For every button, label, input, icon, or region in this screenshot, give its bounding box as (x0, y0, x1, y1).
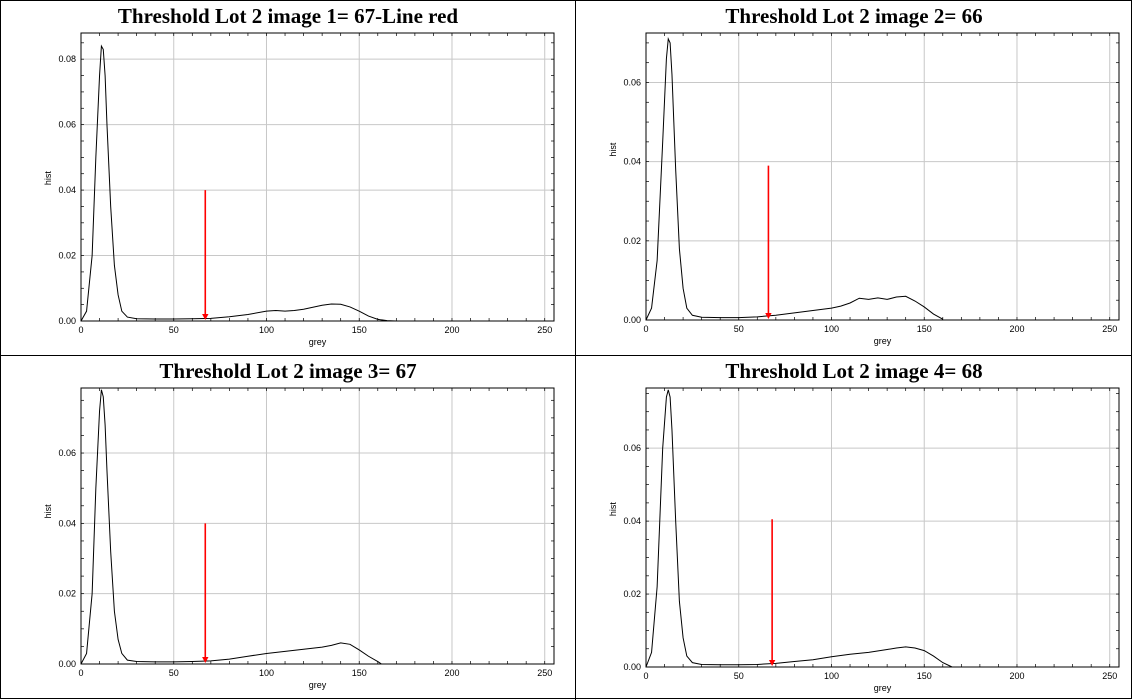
threshold-arrow-head (768, 660, 776, 666)
y-axis-label: hist (43, 504, 53, 519)
x-tick-label: 150 (352, 668, 367, 678)
threshold-arrow-head (765, 313, 772, 319)
y-axis-label: hist (608, 142, 618, 157)
x-axis-label: grey (309, 680, 327, 690)
x-tick-label: 150 (352, 325, 367, 335)
x-tick-label: 100 (824, 324, 839, 334)
panel-title: Threshold Lot 2 image 3= 67 (159, 359, 417, 383)
table-divider-vertical (575, 1, 576, 700)
y-tick-label: 0.04 (623, 516, 641, 526)
panel-1: Threshold Lot 2 image 1= 67-Line red 0 50… (1, 1, 575, 355)
x-tick-label: 0 (643, 671, 648, 681)
x-tick-label: 50 (169, 325, 179, 335)
x-tick-label: 250 (1102, 324, 1117, 334)
y-tick-label: 0.06 (58, 448, 76, 458)
y-tick-label: 0.00 (58, 316, 76, 326)
histogram-line (80, 389, 382, 665)
x-tick-label: 200 (1009, 324, 1024, 334)
histogram-line (80, 44, 397, 322)
panel-title: Threshold Lot 2 image 2= 66 (725, 4, 983, 28)
y-tick-label: 0.04 (623, 157, 641, 167)
threshold-arrow-head (202, 314, 209, 320)
panel-title: Threshold Lot 2 image 1= 67-Line red (117, 4, 459, 28)
panel-title: Threshold Lot 2 image 4= 68 (725, 359, 983, 383)
histogram-chart: 0 50 100 150 200 250 0.00 0.02 0.04 0.06 grey hist (608, 387, 1120, 693)
y-tick-label: 0.02 (58, 589, 76, 599)
y-tick-label: 0.00 (58, 659, 76, 669)
y-tick-label: 0.08 (58, 54, 76, 64)
y-tick-label: 0.02 (623, 589, 641, 599)
threshold-arrow-head (202, 657, 209, 663)
y-axis-label: hist (43, 171, 53, 186)
x-tick-label: 0 (78, 668, 83, 678)
panel-4: Threshold Lot 2 image 4= 68 0 50 100 150 200… (576, 356, 1132, 699)
x-tick-label: 250 (537, 668, 552, 678)
y-tick-label: 0.06 (58, 120, 76, 130)
x-tick-label: 100 (824, 671, 839, 681)
x-tick-label: 0 (643, 324, 648, 334)
x-tick-label: 200 (444, 668, 459, 678)
x-tick-label: 100 (259, 668, 274, 678)
x-axis-label: grey (309, 337, 327, 347)
x-tick-label: 150 (917, 324, 932, 334)
x-tick-label: 150 (917, 671, 932, 681)
x-tick-label: 50 (734, 324, 744, 334)
y-axis-label: hist (608, 502, 618, 517)
y-tick-label: 0.00 (623, 662, 641, 672)
y-tick-label: 0.02 (623, 236, 641, 246)
x-tick-label: 200 (444, 325, 459, 335)
panel-3: Threshold Lot 2 image 3= 67 0 50 100 150 200… (1, 356, 575, 699)
plot-frame (645, 387, 1120, 668)
table-divider-horizontal (1, 355, 1132, 356)
histogram-line (645, 37, 944, 321)
plot-frame (80, 32, 555, 322)
panel-2: Threshold Lot 2 image 2= 66 0 50 100 150 200… (576, 1, 1132, 355)
y-tick-label: 0.04 (58, 518, 76, 528)
plot-frame (80, 387, 555, 665)
x-tick-label: 50 (169, 668, 179, 678)
x-axis-label: grey (874, 336, 892, 346)
x-tick-label: 250 (537, 325, 552, 335)
x-tick-label: 50 (734, 671, 744, 681)
y-tick-label: 0.06 (623, 443, 641, 453)
histogram-line (645, 389, 953, 668)
histogram-chart: 0 50 100 150 200 250 0.00 0.02 0.04 0.06 0.08 grey h… (43, 32, 555, 347)
y-tick-label: 0.00 (623, 315, 641, 325)
x-axis-label: grey (874, 683, 892, 693)
plot-frame (645, 32, 1120, 321)
x-tick-label: 0 (78, 325, 83, 335)
y-tick-label: 0.02 (58, 251, 76, 261)
x-tick-label: 250 (1102, 671, 1117, 681)
x-tick-label: 100 (259, 325, 274, 335)
histogram-chart: 0 50 100 150 200 250 0.00 0.02 0.04 0.06 grey hist (608, 32, 1120, 346)
x-tick-label: 200 (1009, 671, 1024, 681)
histogram-chart: 0 50 100 150 200 250 0.00 0.02 0.04 0.06 grey hist (43, 387, 555, 690)
y-tick-label: 0.04 (58, 185, 76, 195)
y-tick-label: 0.06 (623, 77, 641, 87)
